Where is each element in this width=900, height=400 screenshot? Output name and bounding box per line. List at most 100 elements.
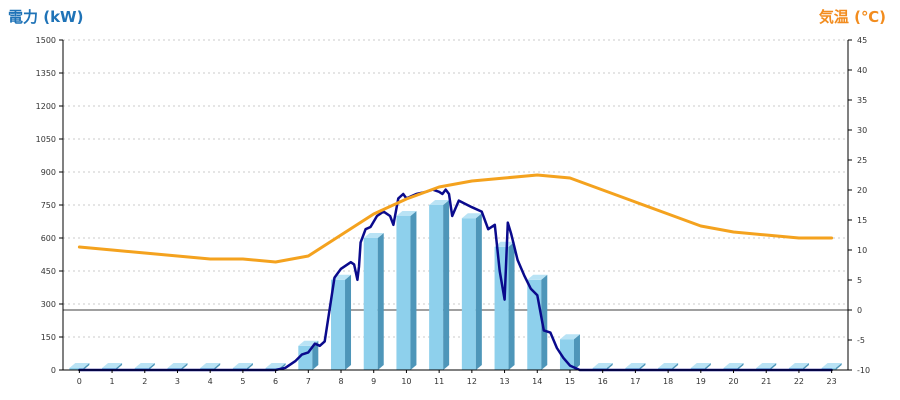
- left-tick-label-7: 1050: [36, 135, 56, 144]
- bar-side-21: [770, 363, 777, 370]
- bar-face-12: [461, 218, 476, 370]
- x-tick-label-16: 16: [598, 377, 608, 386]
- bar-layer: [69, 200, 842, 370]
- right-tick-label-1: -5: [857, 336, 865, 345]
- right-tick-label-9: 35: [857, 96, 867, 105]
- right-tick-label-4: 10: [857, 246, 867, 255]
- x-tick-label-14: 14: [532, 377, 542, 386]
- x-tick-label-2: 2: [142, 377, 147, 386]
- x-tick-label-6: 6: [273, 377, 278, 386]
- bar-0: [69, 363, 90, 370]
- right-tick-label-0: -10: [857, 366, 870, 375]
- bar-side-0: [83, 363, 90, 370]
- bar-side-23: [835, 363, 842, 370]
- right-axis-title: 気温 (℃): [818, 8, 886, 26]
- bar-top-17: [625, 363, 646, 368]
- line-layer: [77, 173, 834, 372]
- bar-top-6: [265, 363, 286, 368]
- axis-layer: 0 150 300 450 600 750 900 1050 1200 1350 1500 -10 -5…: [36, 36, 870, 386]
- bar-face-10: [396, 216, 411, 370]
- right-tick-label-10: 40: [857, 66, 867, 75]
- bar-side-20: [737, 363, 744, 370]
- bar-top-11: [429, 200, 450, 205]
- x-tick-label-11: 11: [434, 377, 444, 386]
- bar-side-13: [508, 241, 515, 370]
- bar-side-5: [246, 363, 253, 370]
- bar-face-11: [429, 205, 444, 370]
- power-line: [78, 188, 833, 372]
- x-tick-label-0: 0: [77, 377, 82, 386]
- bar-side-18: [672, 363, 679, 370]
- bar-top-18: [658, 363, 679, 368]
- bar-top-15: [559, 334, 580, 340]
- left-tick-label-1: 150: [41, 333, 56, 342]
- bar-side-19: [704, 363, 711, 370]
- bar-side-17: [639, 363, 646, 370]
- bar-12: [461, 213, 482, 370]
- bar-top-3: [167, 363, 188, 368]
- bar-top-0: [69, 363, 90, 368]
- x-tick-label-19: 19: [696, 377, 706, 386]
- bar-side-4: [214, 363, 221, 370]
- bar-top-16: [592, 363, 613, 368]
- x-tick-label-3: 3: [175, 377, 180, 386]
- right-tick-label-3: 5: [857, 276, 862, 285]
- temperature-line: [77, 173, 834, 264]
- bar-top-21: [756, 363, 777, 368]
- bar-top-4: [200, 363, 221, 368]
- bar-face-9: [363, 238, 378, 370]
- x-tick-label-7: 7: [306, 377, 311, 386]
- bar-top-13: [494, 241, 515, 247]
- x-tick-label-10: 10: [401, 377, 411, 386]
- bar-side-9: [377, 233, 384, 370]
- x-tick-label-8: 8: [338, 377, 343, 386]
- bar-top-22: [788, 363, 809, 368]
- x-tick-label-12: 12: [467, 377, 477, 386]
- right-tick-label-6: 20: [857, 186, 867, 195]
- x-tick-label-17: 17: [630, 377, 640, 386]
- x-tick-label-1: 1: [110, 377, 115, 386]
- bar-top-9: [363, 233, 384, 238]
- x-tick-label-23: 23: [827, 377, 837, 386]
- bar-top-1: [102, 363, 123, 368]
- right-tick-label-5: 15: [857, 216, 867, 225]
- bar-8: [331, 274, 352, 370]
- bar-15: [559, 334, 580, 370]
- bar-side-10: [410, 211, 417, 370]
- bar-top-23: [821, 363, 842, 368]
- left-tick-label-10: 1500: [36, 36, 56, 45]
- bar-top-2: [134, 363, 155, 368]
- left-axis-title: 電力 (kW): [8, 8, 84, 26]
- bar-side-11: [443, 200, 450, 370]
- bar-top-10: [396, 211, 417, 216]
- bar-side-1: [116, 363, 123, 370]
- bar-side-7: [312, 340, 319, 370]
- bar-top-12: [461, 213, 482, 219]
- right-tick-label-8: 30: [857, 126, 867, 135]
- bar-side-8: [345, 274, 352, 370]
- right-tick-label-7: 25: [857, 156, 867, 165]
- left-tick-label-6: 900: [41, 168, 56, 177]
- x-tick-label-4: 4: [208, 377, 213, 386]
- left-tick-label-8: 1200: [36, 102, 56, 111]
- left-tick-label-3: 450: [41, 267, 56, 276]
- bar-10: [396, 211, 417, 370]
- bar-side-22: [802, 363, 809, 370]
- bar-top-5: [232, 363, 253, 368]
- bar-11: [429, 200, 450, 370]
- left-tick-label-2: 300: [41, 300, 56, 309]
- bar-side-3: [181, 363, 188, 370]
- left-tick-label-9: 1350: [36, 69, 56, 78]
- x-tick-label-5: 5: [240, 377, 245, 386]
- left-tick-label-4: 600: [41, 234, 56, 243]
- bar-side-12: [475, 213, 482, 370]
- bar-face-8: [331, 279, 346, 370]
- x-tick-label-18: 18: [663, 377, 673, 386]
- bar-side-16: [606, 363, 613, 370]
- bar-side-15: [573, 334, 580, 370]
- right-tick-label-11: 45: [857, 36, 867, 45]
- left-tick-label-5: 750: [41, 201, 56, 210]
- bar-top-20: [723, 363, 744, 368]
- x-tick-label-13: 13: [499, 377, 509, 386]
